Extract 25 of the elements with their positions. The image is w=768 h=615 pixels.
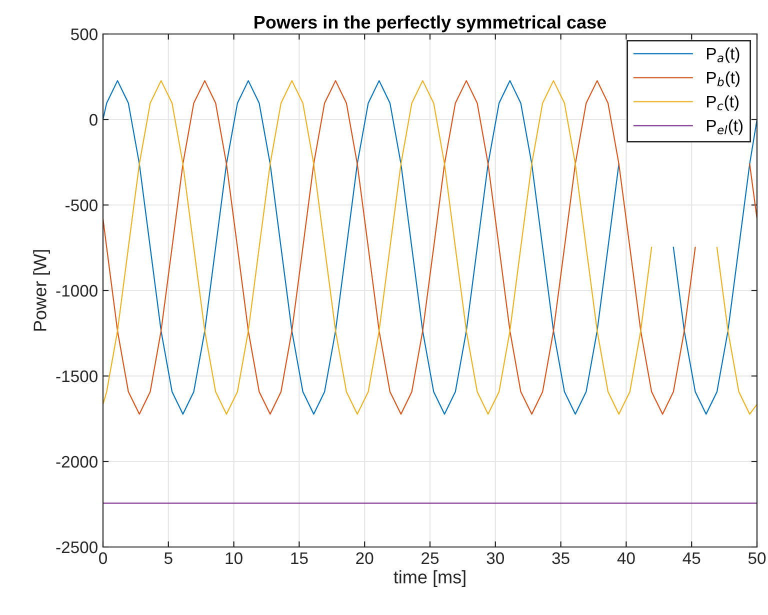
x-tick-label: 35	[552, 552, 570, 564]
y-tick-label: -500	[66, 199, 98, 212]
x-tick-label: 5	[164, 552, 172, 564]
chart-title: Powers in the perfectly symmetrical case	[254, 15, 606, 32]
x-tick-label: 50	[748, 552, 766, 564]
y-tick-label: 0	[90, 114, 98, 126]
y-tick-label: 500	[71, 28, 98, 40]
y-tick-label: -1000	[56, 284, 98, 297]
x-tick-label: 40	[617, 552, 635, 564]
x-tick-label: 0	[99, 552, 107, 564]
y-tick-label: -2000	[56, 456, 98, 468]
legend-label: P$_{a}$(t)	[707, 47, 740, 63]
x-tick-label: 20	[356, 552, 374, 564]
legend-label: P$_{b}$(t)	[707, 71, 740, 87]
x-tick-label: 30	[486, 552, 504, 564]
y-tick-label: -2500	[56, 541, 98, 554]
legend-label: P$_{el}$(t)	[707, 119, 743, 135]
x-axis-title: time [ms]	[394, 570, 466, 588]
y-tick-label: -1500	[56, 370, 98, 382]
x-tick-label: 10	[226, 552, 242, 564]
y-axis-title: Power [W]	[33, 250, 50, 331]
x-tick-label: 15	[291, 552, 308, 564]
legend-label: P$_{c}$(t)	[707, 95, 739, 111]
x-tick-label: 45	[682, 552, 700, 564]
x-tick-label: 25	[422, 552, 439, 564]
